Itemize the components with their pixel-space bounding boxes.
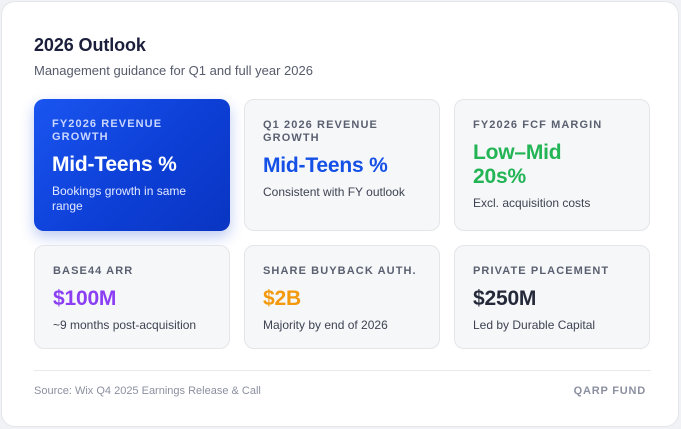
metric-tile-q1-revenue-growth: Q1 2026 Revenue Growth Mid-Teens % Consi… bbox=[244, 99, 440, 231]
metric-label: Private Placement bbox=[473, 265, 610, 277]
source-note: Source: Wix Q4 2025 Earnings Release & C… bbox=[34, 385, 261, 397]
metric-tile-share-buyback: Share Buyback Auth. $2B Majority by end … bbox=[244, 245, 440, 349]
metric-tile-fcf-margin: FY2026 FCF Margin Low–Mid 20s% Excl. acq… bbox=[454, 99, 650, 231]
metrics-grid: FY2026 Revenue Growth Mid-Teens % Bookin… bbox=[34, 99, 651, 349]
brand-label: QARP FUND bbox=[573, 385, 646, 397]
metric-label: FY2026 FCF Margin bbox=[473, 119, 603, 131]
metric-label: Share Buyback Auth. bbox=[263, 265, 417, 277]
metric-value: Mid-Teens % bbox=[263, 154, 388, 177]
footer-divider bbox=[34, 370, 651, 371]
metric-note: Consistent with FY outlook bbox=[263, 185, 405, 199]
metric-note: Bookings growth in same range bbox=[52, 184, 187, 213]
metric-tile-fy-revenue-growth: FY2026 Revenue Growth Mid-Teens % Bookin… bbox=[34, 99, 230, 231]
metric-note: ~9 months post-acquisition bbox=[53, 318, 197, 332]
metric-tile-private-placement: Private Placement $250M Led by Durable C… bbox=[454, 245, 650, 349]
metric-value: Low–Mid 20s% bbox=[473, 141, 562, 188]
metric-note: Led by Durable Capital bbox=[473, 318, 596, 332]
page-subtitle: Management guidance for Q1 and full year… bbox=[34, 63, 313, 78]
metric-label: Base44 ARR bbox=[53, 265, 134, 277]
metric-note: Majority by end of 2026 bbox=[263, 318, 388, 332]
metric-value: Mid-Teens % bbox=[52, 153, 177, 176]
metric-label: Q1 2026 Revenue Growth bbox=[263, 119, 378, 144]
metric-value: $100M bbox=[53, 287, 117, 310]
metric-tile-base44-arr: Base44 ARR $100M ~9 months post-acquisit… bbox=[34, 245, 230, 349]
metric-value: $250M bbox=[473, 287, 537, 310]
page-title: 2026 Outlook bbox=[34, 35, 146, 55]
metric-label: FY2026 Revenue Growth bbox=[52, 118, 163, 143]
metric-note: Excl. acquisition costs bbox=[473, 196, 591, 210]
metric-value: $2B bbox=[263, 287, 301, 310]
